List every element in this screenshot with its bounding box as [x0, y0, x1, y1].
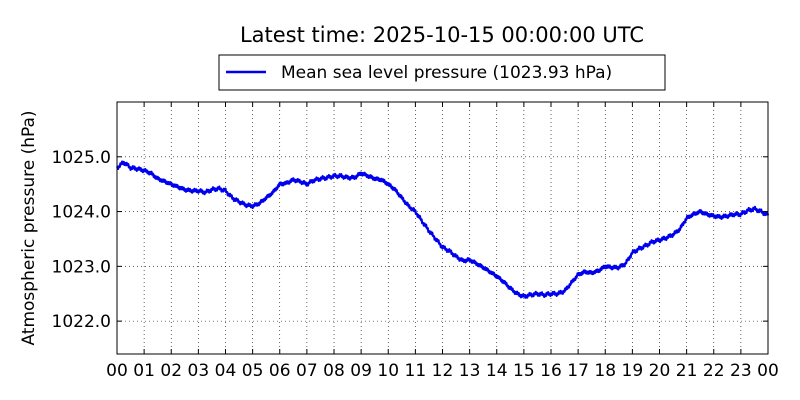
x-tick-label: 10 — [377, 361, 399, 381]
x-tick-label: 17 — [567, 361, 589, 381]
x-tick-label: 16 — [540, 361, 562, 381]
x-tick-label: 05 — [242, 361, 264, 381]
x-tick-label: 09 — [350, 361, 372, 381]
x-tick-label: 20 — [649, 361, 671, 381]
x-tick-label: 00 — [757, 361, 779, 381]
x-tick-label: 08 — [323, 361, 345, 381]
y-axis-label: Atmospheric pressure (hPa) — [19, 110, 39, 345]
x-tick-label: 19 — [622, 361, 644, 381]
x-tick-label: 23 — [730, 361, 752, 381]
x-tick-label: 14 — [486, 361, 508, 381]
x-tick-label: 03 — [188, 361, 210, 381]
plot-series — [116, 160, 770, 299]
y-tick-label: 1023.0 — [52, 257, 111, 277]
legend-entry-label: Mean sea level pressure (1023.93 hPa) — [281, 63, 612, 83]
y-axis-ticks: 1022.0 1023.0 1024.0 1025.0 — [52, 148, 768, 332]
y-tick-label: 1025.0 — [52, 148, 111, 168]
y-tick-label: 1024.0 — [52, 203, 111, 223]
chart-title: Latest time: 2025-10-15 00:00:00 UTC — [240, 23, 644, 47]
grid-lines — [117, 102, 768, 354]
x-tick-label: 04 — [215, 361, 237, 381]
plot-frame — [116, 101, 769, 355]
legend-box — [218, 54, 666, 91]
x-tick-label: 01 — [133, 361, 155, 381]
x-tick-label: 18 — [594, 361, 616, 381]
x-tick-label: 13 — [459, 361, 481, 381]
series-line — [116, 160, 770, 299]
y-tick-label: 1022.0 — [52, 312, 111, 332]
x-tick-label: 22 — [703, 361, 725, 381]
x-axis-ticks: 00 01 02 03 04 05 06 07 08 09 10 11 12 13 14 15 16 17 18 19… — [106, 102, 779, 381]
x-tick-label: 02 — [160, 361, 182, 381]
x-tick-label: 15 — [513, 361, 535, 381]
legend: Mean sea level pressure (1023.93 hPa) — [218, 54, 666, 91]
x-tick-label: 00 — [106, 361, 128, 381]
x-tick-label: 07 — [296, 361, 318, 381]
x-tick-label: 11 — [405, 361, 427, 381]
x-tick-label: 21 — [676, 361, 698, 381]
x-tick-label: 06 — [269, 361, 291, 381]
x-tick-label: 12 — [432, 361, 454, 381]
